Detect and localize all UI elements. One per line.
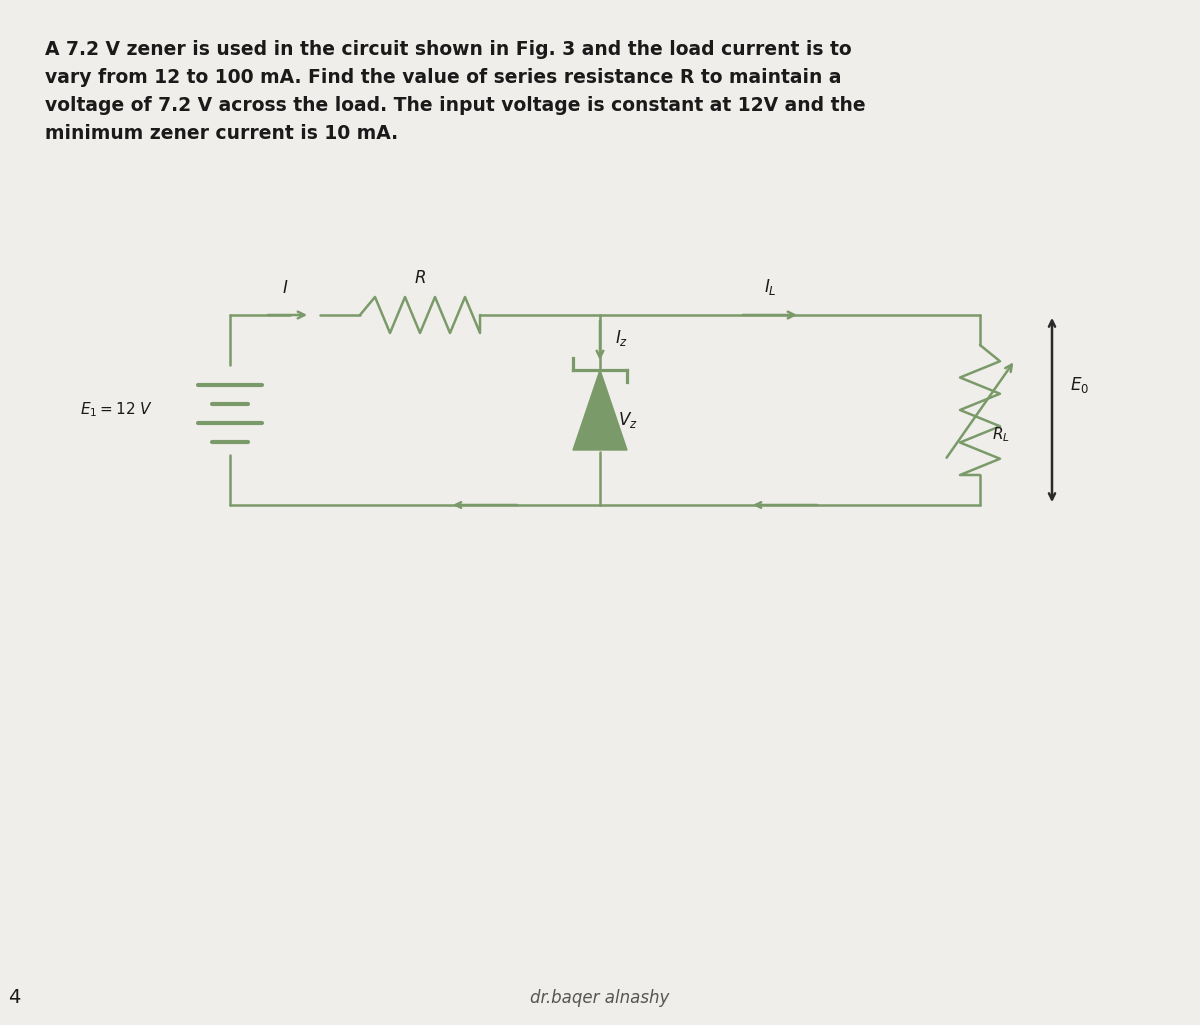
- Text: $V_z$: $V_z$: [618, 410, 637, 430]
- Text: $I_L$: $I_L$: [763, 277, 776, 297]
- Text: $E_0$: $E_0$: [1070, 375, 1090, 395]
- Text: 4: 4: [8, 988, 20, 1007]
- Text: $I_z$: $I_z$: [616, 328, 629, 348]
- Polygon shape: [574, 370, 628, 450]
- Text: A 7.2 V zener is used in the circuit shown in Fig. 3 and the load current is to
: A 7.2 V zener is used in the circuit sho…: [46, 40, 865, 144]
- Text: $R$: $R$: [414, 269, 426, 287]
- Text: $R_L$: $R_L$: [992, 425, 1010, 445]
- Text: dr.baqer alnashy: dr.baqer alnashy: [530, 989, 670, 1007]
- Text: $E_1 = 12\ V$: $E_1 = 12\ V$: [80, 401, 154, 419]
- Text: $I$: $I$: [282, 279, 288, 297]
